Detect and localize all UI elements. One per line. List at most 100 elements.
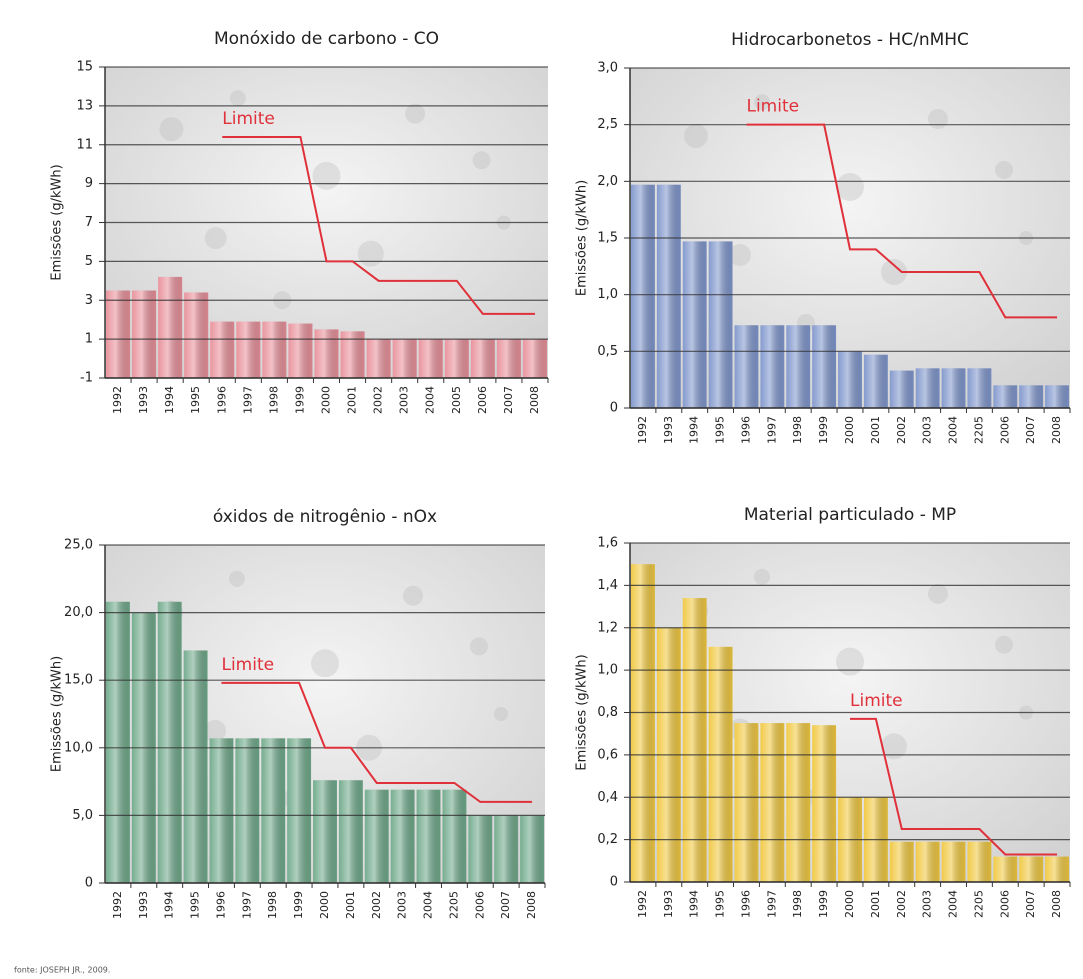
y-tick-label: 1,0 — [597, 663, 618, 678]
chart-title: Monóxido de carbono - CO — [214, 29, 439, 49]
bar-shine — [210, 738, 234, 883]
x-tick-label: 2001 — [346, 386, 359, 414]
background-bubble — [995, 636, 1013, 654]
bar-shine — [339, 780, 363, 883]
bar-shine — [445, 339, 469, 378]
bar-shine — [288, 324, 312, 378]
x-tick-label: 2000 — [318, 891, 331, 919]
bar-shine — [942, 842, 966, 882]
bar-shine — [890, 842, 914, 882]
y-tick-label: 0 — [610, 875, 618, 890]
x-tick-label: 1993 — [137, 386, 150, 414]
bar-shine — [786, 325, 810, 408]
bar-shine — [287, 738, 311, 883]
bar-shine — [132, 291, 156, 378]
y-tick-label: 0,5 — [597, 344, 618, 359]
y-tick-label: 0,6 — [597, 747, 618, 762]
x-tick-label: 1994 — [163, 386, 176, 414]
x-tick-label: 2008 — [528, 386, 541, 414]
x-tick-label: 2005 — [450, 386, 463, 414]
bar-shine — [468, 815, 492, 883]
x-tick-label: 2004 — [422, 891, 435, 919]
background-bubble — [313, 162, 341, 190]
bar-shine — [235, 738, 259, 883]
x-tick-label: 2001 — [869, 890, 882, 918]
x-tick-label: 2000 — [843, 890, 856, 918]
y-tick-label: 9 — [85, 176, 93, 191]
y-tick-label: 20,0 — [64, 605, 93, 620]
limit-label: Limite — [746, 97, 799, 117]
bar-shine — [184, 292, 208, 378]
background-bubble — [928, 109, 948, 129]
bar-shine — [1019, 857, 1043, 882]
y-tick-label: 3 — [85, 293, 93, 308]
y-tick-label: 5 — [85, 254, 93, 269]
background-bubble — [836, 648, 864, 676]
y-tick-label: 7 — [85, 215, 93, 230]
bar-shine — [812, 725, 836, 882]
x-tick-label: 2007 — [1024, 416, 1037, 444]
bar-shine — [864, 355, 888, 408]
x-tick-label: 2003 — [921, 890, 934, 918]
bar-shine — [683, 241, 707, 408]
bar-shine — [520, 815, 544, 883]
x-tick-label: 1996 — [214, 891, 227, 919]
bar-shine — [523, 339, 547, 378]
y-axis-label: Emissões (g/kWh) — [50, 164, 65, 280]
x-tick-label: 1994 — [163, 891, 176, 919]
bar-shine — [916, 842, 940, 882]
x-tick-label: 1997 — [765, 416, 778, 444]
background-bubble — [205, 227, 227, 249]
y-tick-label: 1,2 — [597, 620, 618, 635]
background-bubble — [836, 173, 864, 201]
x-tick-label: 1999 — [293, 386, 306, 414]
y-axis-label: Emissões (g/kWh) — [575, 654, 590, 770]
background-bubble — [470, 637, 488, 655]
x-tick-label: 2001 — [869, 416, 882, 444]
bar-shine — [993, 857, 1017, 882]
x-tick-label: 1992 — [636, 416, 649, 444]
bar-shine — [367, 339, 391, 378]
panel: Monóxido de carbono - CO Emissões (g/kWh)… — [50, 29, 549, 414]
x-tick-label: 2003 — [398, 386, 411, 414]
y-tick-label: 0,8 — [597, 705, 618, 720]
bar-shine — [106, 602, 130, 883]
bar-shine — [236, 322, 260, 378]
x-tick-label: 1996 — [739, 416, 752, 444]
bar-shine — [735, 723, 759, 882]
chart-title: Material particulado - MP — [744, 505, 956, 525]
x-tick-label: 1998 — [791, 416, 804, 444]
background-bubble — [405, 104, 425, 124]
bar-shine — [314, 329, 338, 378]
background-bubble — [311, 649, 339, 677]
bar-shine — [158, 602, 182, 883]
bar-shine — [812, 325, 836, 408]
x-tick-label: 2008 — [1050, 416, 1063, 444]
y-tick-label: 13 — [76, 98, 93, 113]
x-tick-label: 2205 — [447, 891, 460, 919]
bar-shine — [993, 385, 1017, 408]
x-tick-label: 2006 — [476, 386, 489, 414]
y-tick-label: 10,0 — [64, 740, 93, 755]
background-bubble — [494, 707, 508, 721]
x-tick-label: 2006 — [998, 416, 1011, 444]
x-tick-label: 2205 — [972, 416, 985, 444]
x-tick-label: 2003 — [921, 416, 934, 444]
bar-shine — [341, 331, 365, 378]
y-tick-label: 0 — [85, 876, 93, 891]
bar-shine — [657, 185, 681, 408]
y-tick-label: 3,0 — [597, 61, 618, 76]
background-bubble — [230, 90, 246, 106]
bar-shine — [916, 368, 940, 408]
bar-shine — [313, 780, 337, 883]
x-tick-label: 1996 — [739, 890, 752, 918]
x-tick-label: 1998 — [267, 386, 280, 414]
panel: Material particulado - MP Emissões (g/kWh… — [575, 505, 1071, 918]
y-tick-label: 2,0 — [597, 174, 618, 189]
bar-shine — [261, 738, 285, 883]
y-tick-label: 0,4 — [597, 790, 618, 805]
x-tick-label: 1997 — [240, 891, 253, 919]
x-tick-label: 2002 — [372, 386, 385, 414]
x-tick-label: 1999 — [817, 890, 830, 918]
bar-shine — [442, 790, 466, 883]
